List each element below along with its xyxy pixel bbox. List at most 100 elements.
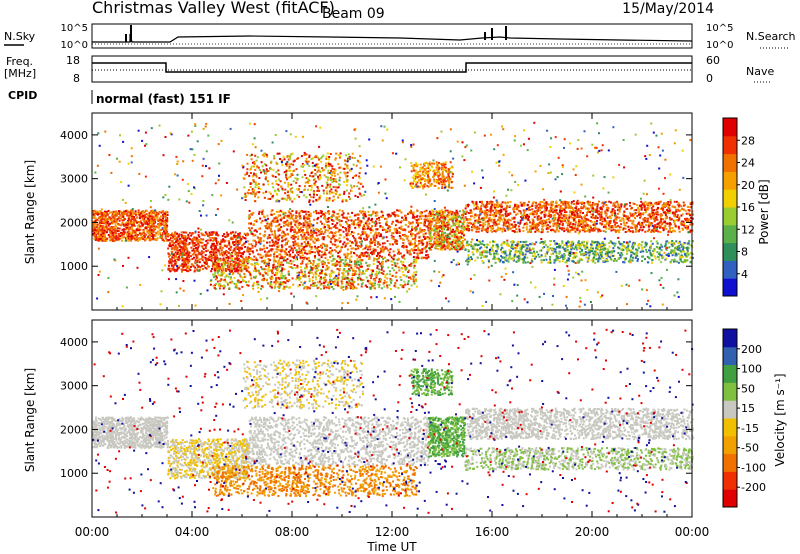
scatter-cell [541,229,544,232]
scatter-cell [166,211,169,214]
scatter-cell [447,211,450,214]
scatter-cell [337,255,339,258]
scatter-cell [234,250,237,253]
scatter-cell [448,248,451,251]
scatter-cell [311,235,314,238]
scatter-cell [313,237,316,240]
scatter-cell [111,231,114,234]
scatter-cell [299,249,301,252]
scatter-cell [173,256,176,259]
scatter-cell [394,214,397,217]
scatter-cell [561,207,564,210]
scatter-cell [385,223,387,226]
scatter-cell [642,212,645,214]
scatter-cell [597,212,600,215]
scatter-cell [309,212,312,215]
scatter-cell [304,219,307,222]
scatter-cell [124,222,127,225]
scatter-cell [405,245,408,248]
scatter-cell [319,220,322,223]
scatter-cell [315,231,318,234]
scatter-cell [150,232,153,235]
scatter-cell [379,247,382,250]
scatter-cell [431,209,433,212]
scatter-cell [378,235,381,238]
scatter-cell [455,235,458,238]
scatter-cell [149,225,152,228]
scatter-cell [534,206,537,209]
scatter-cell [453,213,456,216]
scatter-cell [486,200,489,203]
scatter-cell [298,230,301,233]
scatter-cell [152,236,155,239]
scatter-cell [676,208,679,211]
scatter-cell [434,246,437,249]
scatter-cell [197,265,200,268]
scatter-cell [217,234,220,237]
scatter-cell [182,248,184,251]
scatter-cell [229,249,232,252]
scatter-cell [594,216,596,219]
scatter-cell [473,222,476,224]
scatter-cell [154,232,157,235]
scatter-cell [116,230,119,232]
scatter-cell [165,222,168,225]
scatter-cell [344,245,347,248]
scatter-cell [144,233,147,236]
scatter-cell [525,226,528,229]
scatter-cell [426,236,429,239]
scatter-cell [429,227,432,230]
scatter-cell [330,219,333,221]
scatter-cell [322,238,325,241]
scatter-cell [355,254,358,257]
scatter-cell [98,230,101,233]
scatter-cell [403,234,406,237]
scatter-cell [646,219,649,222]
scatter-cell [113,216,116,219]
scatter-cell [191,240,194,243]
scatter-cell [689,229,692,232]
scatter-cell [316,222,319,225]
scatter-cell [511,217,514,220]
scatter-cell [211,233,214,236]
scatter-cell [110,226,113,228]
scatter-cell [99,217,102,220]
scatter-cell [450,244,453,247]
scatter-cell [213,231,216,234]
scatter-cell [336,216,339,219]
scatter-cell [133,215,136,218]
scatter-cell [187,254,190,257]
scatter-cell [280,257,283,260]
scatter-cell [275,210,278,213]
scatter-cell [102,220,105,223]
scatter-cell [358,219,361,222]
scatter-cell [127,216,130,218]
scatter-cell [99,239,102,242]
scatter-cell [195,239,198,242]
scatter-cell [252,211,254,214]
scatter-cell [350,231,353,233]
scatter-cell [635,226,638,229]
scatter-cell [581,201,584,204]
scatter-cell [184,244,187,247]
scatter-cell [612,226,615,229]
scatter-cell [237,262,240,265]
scatter-cell [486,229,489,232]
scatter-cell [266,214,269,217]
scatter-cell [477,207,479,210]
scatter-cell [370,227,373,229]
scatter-cell [180,251,183,254]
scatter-cell [242,258,245,261]
scatter-cell [304,252,307,255]
scatter-cell [245,256,248,259]
scatter-cell [358,226,361,229]
scatter-cell [441,214,444,217]
scatter-cell [369,242,372,245]
scatter-cell [306,227,309,230]
scatter-cell [559,207,562,210]
scatter-cell [234,251,237,254]
scatter-cell [430,237,433,240]
scatter-cell [284,249,287,252]
scatter-cell [346,222,348,225]
scatter-cell [377,252,380,255]
